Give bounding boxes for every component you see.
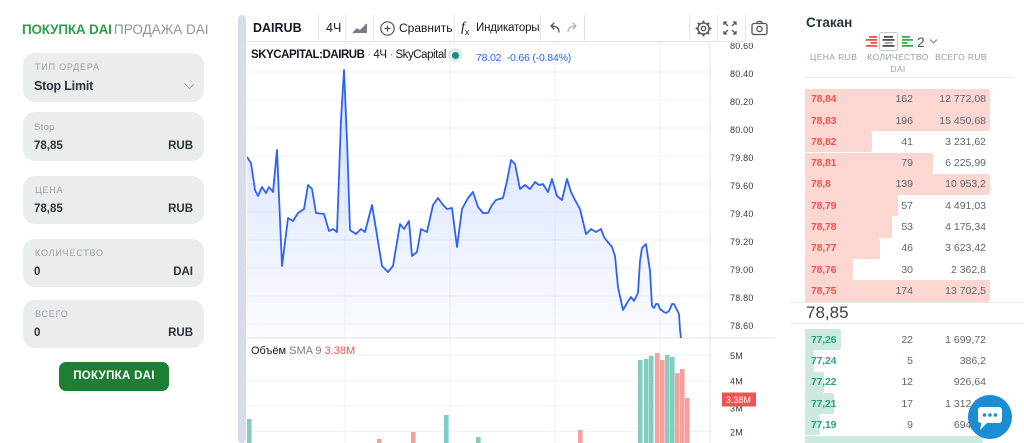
svg-text:79.80: 79.80: [730, 153, 754, 163]
svg-text:79.60: 79.60: [730, 181, 754, 191]
svg-text:80.20: 80.20: [730, 97, 754, 107]
svg-text:79.20: 79.20: [730, 237, 754, 247]
svg-text:4M: 4M: [730, 377, 743, 387]
svg-text:79.40: 79.40: [730, 209, 754, 219]
svg-text:3M: 3M: [730, 404, 743, 414]
svg-text:79.00: 79.00: [730, 265, 754, 275]
svg-text:3.38M: 3.38M: [726, 395, 751, 405]
svg-text:78.60: 78.60: [730, 321, 754, 331]
svg-text:80.40: 80.40: [730, 69, 754, 79]
svg-text:80.60: 80.60: [730, 43, 754, 51]
svg-text:5M: 5M: [730, 351, 743, 361]
svg-text:2M: 2M: [730, 428, 743, 438]
svg-text:78.80: 78.80: [730, 293, 754, 303]
svg-text:80.00: 80.00: [730, 125, 754, 135]
